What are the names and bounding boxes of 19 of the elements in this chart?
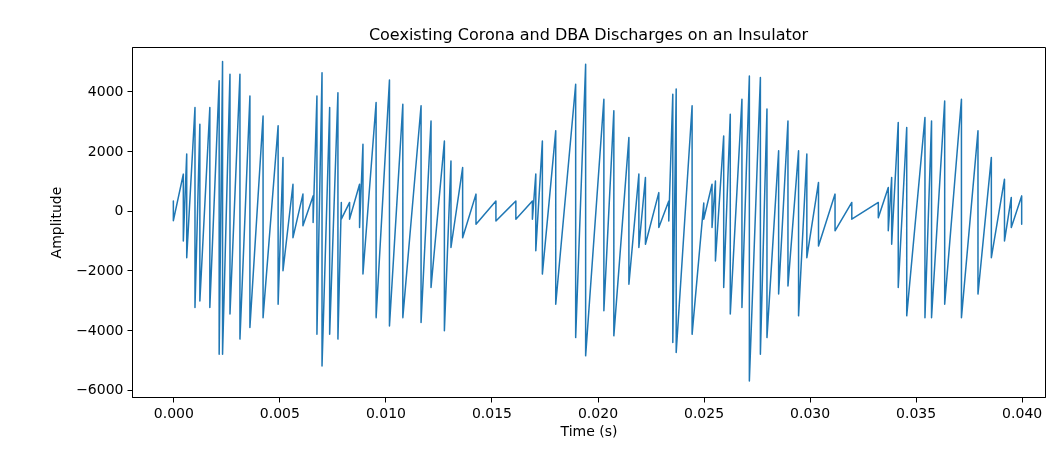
x-tick-label: 0.030 — [790, 404, 831, 421]
y-tick-label: −2000 — [76, 261, 124, 278]
x-tick-label: 0.015 — [471, 404, 513, 421]
x-tick-label: 0.025 — [684, 404, 725, 421]
x-tick-label: 0.005 — [259, 404, 300, 421]
x-tick-label: 0.010 — [365, 404, 406, 421]
chart-title: Coexisting Corona and DBA Discharges on an Insulator — [368, 25, 809, 44]
y-tick-label: 4000 — [87, 82, 124, 99]
x-axis-title: Time (s) — [559, 422, 618, 439]
x-tick-label: 0.020 — [577, 404, 619, 421]
y-axis-title: Amplitude — [48, 186, 65, 259]
x-tick-label: 0.040 — [1002, 404, 1043, 421]
y-tick-label: 2000 — [87, 142, 124, 159]
line-series — [172, 60, 1023, 382]
y-tick-label: −6000 — [76, 381, 124, 398]
y-tick-label: 0 — [114, 202, 124, 219]
y-tick-label: −4000 — [76, 321, 124, 338]
x-tick-label: 0.000 — [153, 404, 194, 421]
x-tick-label: 0.035 — [896, 404, 937, 421]
